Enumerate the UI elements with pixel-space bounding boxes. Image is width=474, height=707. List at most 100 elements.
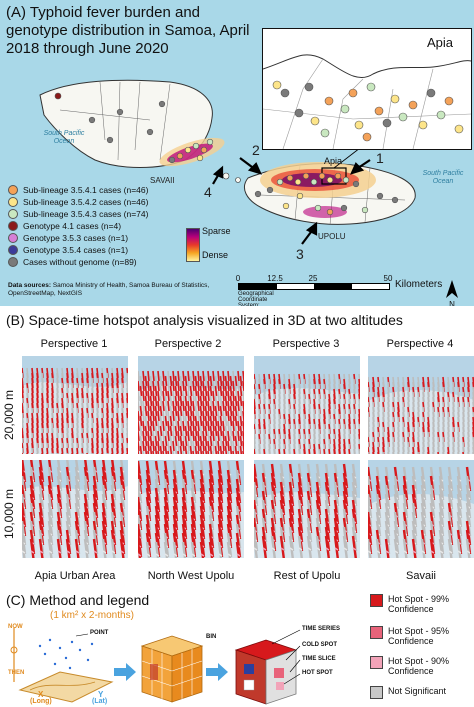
hotspot-legend-row: Not Significant: [370, 686, 474, 699]
panel-c-title: (C) Method and legend: [6, 592, 150, 608]
legend-row: Cases without genome (n=89): [8, 256, 188, 268]
hotspot-legend-row: Hot Spot - 95% Confidence: [370, 626, 474, 646]
genotype-legend: Sub-lineage 3.5.4.1 cases (n=46) Sub-lin…: [8, 184, 188, 268]
region-label: Savaii: [406, 570, 436, 582]
inset-coastline: [263, 54, 471, 149]
legend-swatch: [8, 245, 18, 255]
legend-swatch: [8, 209, 18, 219]
panel-a-map: (A) Typhoid fever burden and genotype di…: [0, 0, 474, 306]
method-diagram: [10, 628, 301, 705]
legend-label: Genotype 3.5.4 cases (n=1): [23, 245, 129, 255]
arrow-label-4: 4: [204, 184, 212, 200]
cube-icon: [370, 656, 383, 669]
apia-inset-map: Apia: [262, 28, 472, 150]
legend-swatch: [8, 221, 18, 231]
inset-label: Apia: [426, 35, 453, 50]
upolu-case-points: [254, 172, 399, 216]
point-plane: [10, 628, 114, 703]
perspective-label: Perspective 2: [154, 338, 222, 350]
hotspot-3d-tile: [368, 356, 474, 454]
legend-swatch: [8, 257, 18, 267]
point-label: POINT: [90, 630, 109, 636]
altitude-label: 20,000 m: [2, 389, 16, 441]
panel-a-title: (A) Typhoid fever burden and genotype di…: [6, 4, 250, 57]
hotspot-legend-label: Not Significant: [388, 686, 447, 696]
legend-row: Sub-lineage 3.5.4.2 cases (n=46): [8, 196, 188, 208]
scale-tick: 12.5: [267, 274, 283, 283]
y-axis-label: Y: [98, 690, 104, 699]
sources-heading: Data sources:: [8, 282, 51, 289]
hotspot-3d-tile: [138, 460, 244, 558]
axis-now-label: NOW: [8, 624, 23, 630]
hotspot-3d-tile: [254, 460, 360, 558]
region-label: North West Upolu: [147, 570, 235, 582]
legend-swatch: [8, 185, 18, 195]
coordinate-system: Geographical Coordinate System: WGS 1984: [238, 291, 274, 306]
hotspot-cube: [234, 629, 301, 705]
samoa-map: [39, 79, 416, 245]
cube-icon: [370, 594, 383, 607]
scale-tick: 50: [383, 274, 393, 283]
arrow-label-3: 3: [296, 246, 304, 262]
cube-icon: [370, 626, 383, 639]
legend-row: Genotype 4.1 cases (n=4): [8, 220, 188, 232]
legend-row: Genotype 3.5.3 cases (n=1): [8, 232, 188, 244]
ocean-label-east: South Pacific Ocean: [422, 170, 464, 185]
savaii-case-points: [54, 92, 214, 164]
hotspot-3d-tile: [22, 356, 128, 454]
legend-row: Genotype 3.5.4 cases (n=1): [8, 244, 188, 256]
density-sparse-label: Sparse: [202, 226, 231, 236]
panel-c-subtitle: (1 km² x 2-months): [50, 610, 134, 621]
hotspot-legend-row: Hot Spot - 99% Confidence: [370, 594, 474, 614]
arrow-label-2: 2: [252, 142, 260, 158]
hotspot-legend-row: Hot Spot - 90% Confidence: [370, 656, 474, 676]
north-label: N: [449, 300, 455, 306]
legend-label: Genotype 3.5.3 cases (n=1): [23, 233, 129, 243]
legend-label: Genotype 4.1 cases (n=4): [23, 221, 122, 231]
scale-tick: 0: [235, 274, 241, 283]
ocean-label-west: South Pacific Ocean: [43, 130, 85, 145]
density-colorbar: [186, 228, 200, 262]
arrow-label-1: 1: [376, 150, 384, 166]
hotspot-3d-tile: [368, 460, 474, 558]
scale-unit: Kilometers: [395, 279, 443, 290]
y-axis-sub: (Lat): [92, 698, 108, 705]
north-arrow: N: [445, 280, 459, 306]
scale-tick: 25: [308, 274, 318, 283]
scale-bar-segments: [238, 283, 390, 290]
perspective-label: Perspective 4: [386, 338, 454, 350]
cold-spot-label: COLD SPOT: [302, 642, 338, 648]
x-axis-label: X: [38, 690, 44, 699]
legend-row: Sub-lineage 3.5.4.1 cases (n=46): [8, 184, 188, 196]
hotspot-3d-tile: [22, 460, 128, 558]
bin-label: BIN: [206, 634, 217, 640]
region-label: Apia Urban Area: [34, 570, 116, 582]
legend-label: Sub-lineage 3.5.4.3 cases (n=74): [23, 209, 149, 219]
legend-row: Sub-lineage 3.5.4.3 cases (n=74): [8, 208, 188, 220]
time-series-label: TIME SERIES: [302, 626, 341, 632]
panel-c-method: (C) Method and legend (1 km² x 2-months): [0, 590, 474, 707]
hotspot-legend-label: Hot Spot - 95% Confidence: [388, 626, 450, 646]
savaii-district-lines: [59, 81, 171, 161]
altitude-label: 10,000 m: [2, 488, 16, 540]
bin-cube: [140, 635, 204, 703]
density-dense-label: Dense: [202, 250, 229, 260]
legend-swatch: [8, 233, 18, 243]
sources-text: Samoa Ministry of Health, Samoa Bureau o…: [8, 282, 210, 297]
hotspot-arrows: [212, 157, 371, 245]
north-arrow-icon: [446, 280, 458, 298]
apia-map-label: Apia: [324, 156, 343, 166]
panel-b-title: (B) Space-time hotspot analysis visualiz…: [6, 312, 403, 328]
cube-icon: [370, 686, 383, 699]
time-slice-label: TIME SLICE: [302, 656, 336, 662]
legend-swatch: [8, 197, 18, 207]
hotspot-legend-label: Hot Spot - 99% Confidence: [388, 594, 450, 614]
region-label: Rest of Upolu: [273, 570, 341, 582]
hot-spot-label: HOT SPOT: [302, 670, 333, 676]
legend-label: Sub-lineage 3.5.4.1 cases (n=46): [23, 185, 149, 195]
perspective-label: Perspective 1: [40, 338, 108, 350]
hotspot-legend-label: Hot Spot - 90% Confidence: [388, 656, 450, 676]
x-axis-sub: (Long): [30, 698, 52, 705]
perspective-label: Perspective 3: [272, 338, 340, 350]
